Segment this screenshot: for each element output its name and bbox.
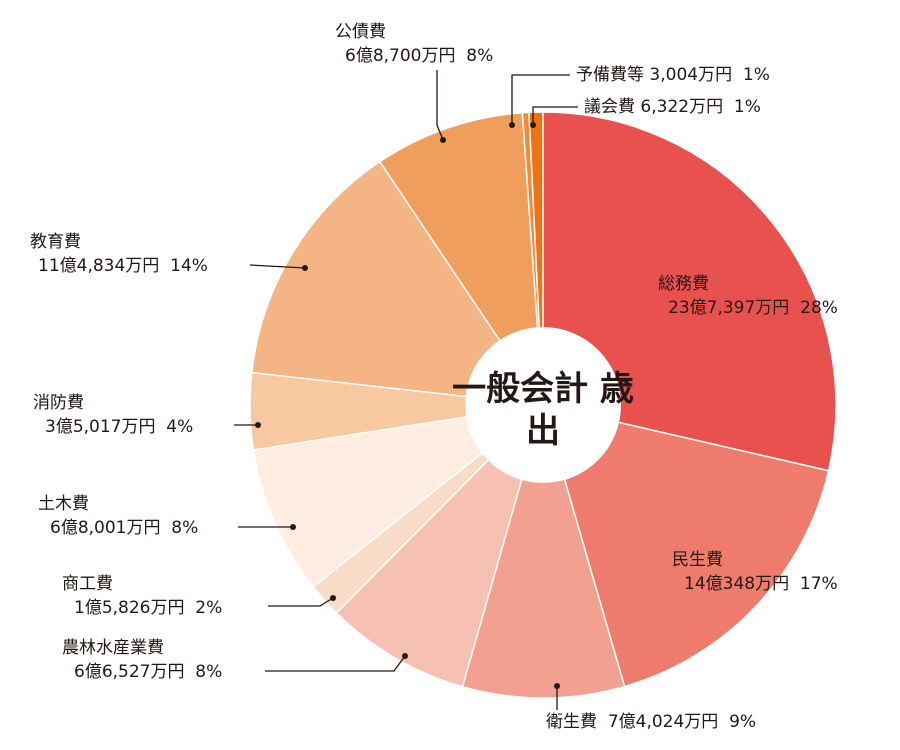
dot-dobokuhi [290, 524, 296, 530]
dot-shobohi [255, 422, 261, 428]
slice-percent: 9% [729, 712, 757, 732]
leader-line-gikaihi [532, 106, 578, 125]
label-eiseihi: 衛生費 7億4,024万円 9% [546, 710, 756, 734]
leader-lines [234, 70, 578, 710]
slice-name: 農林水産業費 [62, 638, 164, 658]
pie-slice-1 [541, 403, 830, 688]
slice-percent: 28% [800, 298, 838, 318]
slice-amount: 6億8,700万円 [345, 46, 456, 66]
dot-shokohi [330, 595, 336, 601]
leader-line-yobihi [511, 74, 570, 125]
slice-percent: 14% [170, 256, 208, 276]
center-hole [465, 327, 621, 483]
leader-dots [255, 122, 560, 689]
leader-line-kosaihi [436, 70, 444, 141]
slice-percent: 4% [166, 417, 194, 437]
center-title-line-2: 歳 出 [526, 369, 668, 451]
slice-name: 土木費 [38, 494, 89, 514]
slice-name: 教育費 [30, 232, 81, 252]
leader-line-norinhi [265, 655, 406, 672]
center-title: 一般会計 歳 出 [443, 368, 668, 452]
label-dobokuhi: 土木費 6億8,001万円 8% [38, 492, 198, 540]
pie-slice-8 [378, 111, 544, 408]
slice-name: 総務費 [658, 274, 709, 294]
label-kosaihi: 公債費 6億8,700万円 8% [335, 20, 493, 68]
label-gikaihi: 議会費 6,322万円 1% [584, 95, 761, 119]
dot-kyoikuhi [302, 265, 308, 271]
slice-amount: 14億348万円 [684, 574, 790, 594]
dot-eiseihi [554, 683, 560, 689]
slice-name: 予備費等 [576, 65, 644, 85]
slice-percent: 8% [171, 518, 199, 538]
center-title-line-1: 一般会計 [452, 369, 589, 409]
slice-percent: 8% [466, 46, 494, 66]
slice-amount: 6,322万円 [640, 97, 724, 117]
label-shokohi: 商工費 1億5,826万円 2% [62, 572, 222, 620]
label-norinhi: 農林水産業費 6億6,527万円 8% [62, 636, 222, 684]
slice-name: 議会費 [584, 97, 635, 117]
pie-slice-2 [461, 402, 626, 699]
slice-name: 衛生費 [546, 712, 597, 732]
slice-name: 消防費 [33, 393, 84, 413]
label-shobohi: 消防費 3億5,017万円 4% [33, 391, 193, 439]
slice-amount: 6億8,001万円 [50, 518, 161, 538]
label-somuhi: 総務費 23億7,397万円 28% [658, 272, 838, 320]
slice-amount: 7億4,024万円 [607, 712, 719, 732]
slice-percent: 2% [195, 598, 223, 618]
dot-kosaihi [440, 137, 446, 143]
pie-slice-3 [335, 404, 544, 688]
slice-amount: 6億6,527万円 [74, 662, 185, 682]
slice-name: 民生費 [672, 550, 723, 570]
pie-slice-7 [250, 160, 545, 406]
slice-name: 公債費 [335, 22, 386, 42]
slice-amount: 11億4,834万円 [38, 256, 160, 276]
dot-yobihi [509, 122, 515, 128]
slice-amount: 23億7,397万円 [668, 298, 790, 318]
label-minseihi: 民生費 14億348万円 17% [672, 548, 838, 596]
slice-amount: 1億5,826万円 [74, 598, 185, 618]
leader-line-kyoikuhi [249, 264, 306, 269]
slice-percent: 1% [742, 65, 770, 85]
slice-percent: 1% [733, 97, 761, 117]
slice-amount: 3億5,017万円 [45, 417, 156, 437]
leader-line-shokohi [268, 597, 334, 607]
label-kyoikuhi: 教育費 11億4,834万円 14% [30, 230, 208, 278]
dot-gikaihi [530, 122, 536, 128]
label-yobihi: 予備費等 3,004万円 1% [576, 63, 770, 87]
slice-amount: 3,004万円 [649, 65, 733, 85]
slice-percent: 8% [195, 662, 223, 682]
slice-name: 商工費 [62, 574, 113, 594]
pie-slice-5 [252, 403, 546, 588]
slice-percent: 17% [799, 574, 838, 594]
dot-norinhi [402, 653, 408, 659]
